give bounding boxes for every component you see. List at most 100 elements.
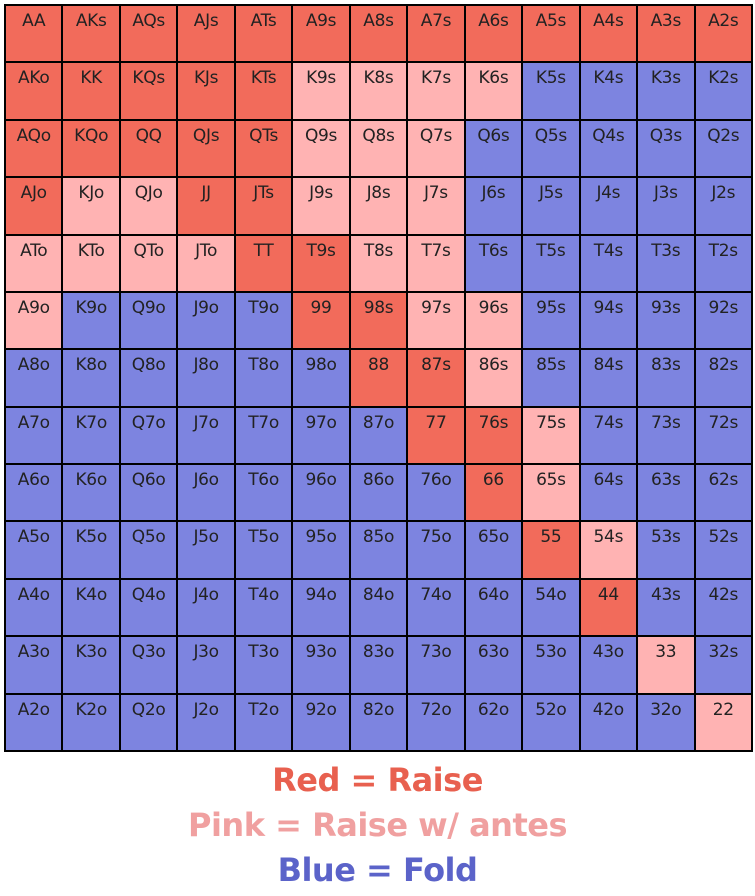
hand-cell-a8s: A8s — [350, 6, 407, 62]
hand-cell-q5o: Q5o — [120, 522, 177, 578]
hand-cell-55: 55 — [523, 522, 579, 578]
hand-cell-ako: AKo — [6, 63, 62, 119]
hand-cell-qto: QTo — [120, 235, 177, 291]
hand-cell-t5s: T5s — [523, 235, 579, 291]
hand-cell-62s: 62s — [695, 465, 751, 521]
hand-cell-86s: 86s — [465, 350, 522, 406]
hand-cell-k9s: K9s — [293, 63, 349, 119]
hand-cell-74o: 74o — [408, 579, 464, 636]
hand-cell-85s: 85s — [523, 350, 579, 406]
hand-cell-j2o: J2o — [178, 694, 234, 750]
hand-cell-qq: QQ — [120, 120, 177, 177]
legend-raise: Red = Raise — [272, 761, 483, 799]
hand-cell-98o: 98o — [293, 350, 349, 406]
legend-raise-with-antes: Pink = Raise w/ antes — [188, 806, 567, 844]
hand-cell-75o: 75o — [408, 522, 464, 578]
hand-cell-t4s: T4s — [580, 235, 637, 291]
hand-cell-k4o: K4o — [63, 579, 119, 636]
hand-cell-94s: 94s — [580, 292, 637, 349]
hand-cell-a3s: A3s — [638, 6, 694, 62]
hand-cell-52s: 52s — [695, 522, 751, 578]
hand-cell-t9s: T9s — [293, 235, 349, 291]
hand-cell-a6s: A6s — [465, 6, 522, 62]
hand-cell-q4o: Q4o — [120, 579, 177, 636]
hand-cell-q3o: Q3o — [120, 637, 177, 693]
hand-cell-ajo: AJo — [6, 178, 62, 234]
hand-cell-97o: 97o — [293, 407, 349, 464]
hand-cell-q8s: Q8s — [350, 120, 407, 177]
hand-cell-qjs: QJs — [178, 120, 234, 177]
hand-cell-q2s: Q2s — [695, 120, 751, 177]
hand-cell-j4s: J4s — [580, 178, 637, 234]
hand-cell-k5s: K5s — [523, 63, 579, 119]
hand-cell-94o: 94o — [293, 579, 349, 636]
hand-cell-65s: 65s — [523, 465, 579, 521]
hand-cell-jto: JTo — [178, 235, 234, 291]
hand-cell-j4o: J4o — [178, 579, 234, 636]
hand-cell-t2s: T2s — [695, 235, 751, 291]
hand-cell-74s: 74s — [580, 407, 637, 464]
hand-cell-99: 99 — [293, 292, 349, 349]
hand-cell-a2o: A2o — [6, 694, 62, 750]
hand-cell-93o: 93o — [293, 637, 349, 693]
hand-cell-k9o: K9o — [63, 292, 119, 349]
hand-cell-q4s: Q4s — [580, 120, 637, 177]
hand-cell-k7o: K7o — [63, 407, 119, 464]
hand-cell-95o: 95o — [293, 522, 349, 578]
hand-cell-j5s: J5s — [523, 178, 579, 234]
hand-cell-j3o: J3o — [178, 637, 234, 693]
hand-cell-j9o: J9o — [178, 292, 234, 349]
legend: Red = Raise Pink = Raise w/ antes Blue =… — [0, 758, 755, 893]
hand-cell-jj: JJ — [178, 178, 234, 234]
hand-cell-k6o: K6o — [63, 465, 119, 521]
hand-cell-k3s: K3s — [638, 63, 694, 119]
hand-cell-k5o: K5o — [63, 522, 119, 578]
hand-cell-a7s: A7s — [408, 6, 464, 62]
hand-cell-k8o: K8o — [63, 350, 119, 406]
hand-cell-66: 66 — [465, 465, 522, 521]
hand-cell-a8o: A8o — [6, 350, 62, 406]
hand-cell-a9s: A9s — [293, 6, 349, 62]
hand-cell-kjo: KJo — [63, 178, 119, 234]
hand-cell-k2o: K2o — [63, 694, 119, 750]
hand-cell-kjs: KJs — [178, 63, 234, 119]
hand-cell-kto: KTo — [63, 235, 119, 291]
hand-cell-98s: 98s — [350, 292, 407, 349]
hand-cell-ats: ATs — [235, 6, 292, 62]
hand-cell-95s: 95s — [523, 292, 579, 349]
hand-cell-j6s: J6s — [465, 178, 522, 234]
hand-cell-43o: 43o — [580, 637, 637, 693]
hand-cell-ato: ATo — [6, 235, 62, 291]
hand-cell-t6o: T6o — [235, 465, 292, 521]
hand-cell-82s: 82s — [695, 350, 751, 406]
hand-cell-a2s: A2s — [695, 6, 751, 62]
hand-cell-t4o: T4o — [235, 579, 292, 636]
hand-cell-73o: 73o — [408, 637, 464, 693]
hand-cell-42s: 42s — [695, 579, 751, 636]
hand-cell-83s: 83s — [638, 350, 694, 406]
hand-cell-63o: 63o — [465, 637, 522, 693]
hand-cell-q5s: Q5s — [523, 120, 579, 177]
hand-cell-t3s: T3s — [638, 235, 694, 291]
hand-cell-88: 88 — [350, 350, 407, 406]
hand-cell-a4o: A4o — [6, 579, 62, 636]
hand-cell-t8o: T8o — [235, 350, 292, 406]
hand-cell-53s: 53s — [638, 522, 694, 578]
hand-cell-76o: 76o — [408, 465, 464, 521]
hand-cell-32s: 32s — [695, 637, 751, 693]
hand-cell-32o: 32o — [638, 694, 694, 750]
hand-cell-q6o: Q6o — [120, 465, 177, 521]
hand-cell-52o: 52o — [523, 694, 579, 750]
hand-cell-87o: 87o — [350, 407, 407, 464]
hand-cell-84o: 84o — [350, 579, 407, 636]
hand-cell-q9o: Q9o — [120, 292, 177, 349]
hand-cell-aks: AKs — [63, 6, 119, 62]
hand-cell-k4s: K4s — [580, 63, 637, 119]
hand-cell-92s: 92s — [695, 292, 751, 349]
hand-cell-k6s: K6s — [465, 63, 522, 119]
hand-cell-ajs: AJs — [178, 6, 234, 62]
hand-cell-k8s: K8s — [350, 63, 407, 119]
hand-cell-54s: 54s — [580, 522, 637, 578]
hand-cell-q6s: Q6s — [465, 120, 522, 177]
hand-cell-kqs: KQs — [120, 63, 177, 119]
